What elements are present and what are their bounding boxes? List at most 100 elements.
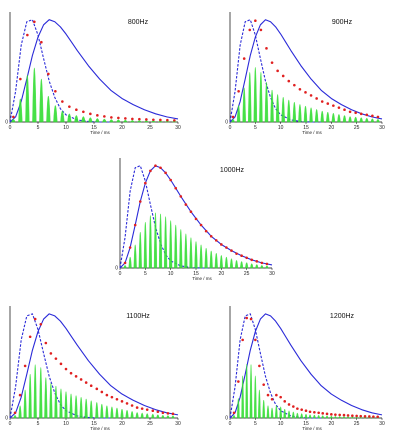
peak-marker [164, 171, 167, 175]
stem-mark [248, 72, 252, 123]
peak-marker [281, 74, 285, 78]
stem-mark [231, 119, 235, 123]
stem-mark [28, 374, 32, 419]
x-axis-label: Time / ms [90, 426, 110, 431]
stem-mark [214, 252, 218, 269]
stem-mark [95, 118, 100, 123]
stem-mark [46, 96, 51, 123]
peak-marker [368, 415, 371, 418]
stem-mark [105, 405, 109, 419]
stem-mark [245, 262, 249, 269]
x-tick-label: 30 [175, 421, 181, 427]
stem-mark [74, 115, 79, 123]
stem-mark [232, 414, 236, 419]
stem-mark [224, 256, 229, 269]
stem-mark [312, 414, 316, 419]
y-tick-label: 0 [5, 416, 8, 422]
stem-mark [144, 120, 149, 123]
peak-marker [209, 234, 213, 238]
stem-mark [156, 414, 160, 419]
stem-mark [266, 405, 270, 419]
stem-mark [236, 105, 241, 123]
stem-mark [359, 117, 364, 123]
stem-mark [130, 120, 135, 123]
stem-mark [161, 414, 165, 419]
peak-marker [123, 261, 127, 265]
stem-mark [74, 395, 78, 419]
peak-marker [149, 169, 152, 173]
x-tick-label: 15 [91, 421, 97, 427]
stem-mark [342, 115, 347, 123]
peak-marker [343, 108, 346, 112]
peak-marker [298, 87, 302, 91]
stem-mark [13, 414, 17, 419]
peak-marker [245, 256, 248, 260]
y-tick-label: 0 [5, 120, 8, 126]
stem-mark [23, 390, 27, 419]
stem-mark [199, 244, 203, 269]
peak-marker [194, 217, 198, 221]
x-tick-label: 25 [147, 125, 153, 131]
stem-mark [140, 412, 144, 419]
peak-marker [376, 115, 380, 119]
stem-mark [59, 388, 63, 419]
peak-marker [40, 40, 43, 44]
peak-marker [255, 260, 259, 263]
stem-mark [125, 409, 129, 419]
peak-marker [237, 90, 240, 93]
peak-marker [249, 317, 253, 321]
peak-marker [189, 210, 193, 214]
peak-marker [230, 249, 233, 252]
stem-mark [44, 377, 48, 419]
x-tick-label: 5 [254, 125, 257, 131]
stem-mark [133, 244, 137, 269]
peak-marker [33, 317, 37, 321]
peak-marker [346, 414, 350, 417]
x-tick-label: 30 [269, 271, 275, 277]
stem-mark [326, 111, 330, 123]
peak-marker [270, 61, 274, 64]
peak-marker [214, 239, 218, 242]
peak-marker [365, 113, 369, 117]
stem-mark [120, 408, 124, 419]
peak-marker [220, 243, 223, 246]
peak-marker [308, 410, 312, 414]
peak-marker [242, 57, 246, 60]
peak-marker [23, 364, 27, 368]
stem-mark [204, 247, 208, 269]
peak-marker [156, 410, 160, 414]
peak-marker [169, 178, 172, 182]
peak-marker [334, 413, 337, 416]
stem-mark [11, 119, 16, 123]
peak-marker [245, 316, 249, 320]
peak-marker [151, 409, 155, 413]
stem-mark [265, 265, 269, 269]
peak-marker [204, 229, 208, 233]
peak-marker [348, 110, 352, 114]
y-tick-label: 0 [225, 416, 228, 422]
stem-mark [128, 256, 132, 269]
solid-envelope-line [229, 19, 383, 123]
peak-marker [342, 413, 346, 417]
stem-mark [130, 411, 134, 419]
stem-mark [281, 97, 285, 123]
x-tick-label: 0 [119, 271, 122, 277]
peak-marker [18, 393, 22, 397]
peak-marker [84, 381, 88, 384]
y-tick-label: 0 [225, 120, 228, 126]
stem-mark [270, 89, 274, 123]
stem-mark [39, 367, 43, 419]
stem-mark [115, 407, 119, 419]
peak-marker [131, 117, 134, 121]
stem-mark [283, 408, 287, 419]
peak-marker [171, 412, 175, 416]
stem-mark [79, 396, 83, 419]
peak-marker [325, 412, 329, 416]
stem-mark [84, 398, 88, 419]
peak-marker [317, 411, 320, 415]
peak-marker [152, 118, 155, 122]
stem-mark [25, 74, 30, 123]
peak-marker [166, 412, 170, 415]
stem-mark [274, 405, 278, 419]
x-tick-label: 20 [329, 125, 335, 131]
